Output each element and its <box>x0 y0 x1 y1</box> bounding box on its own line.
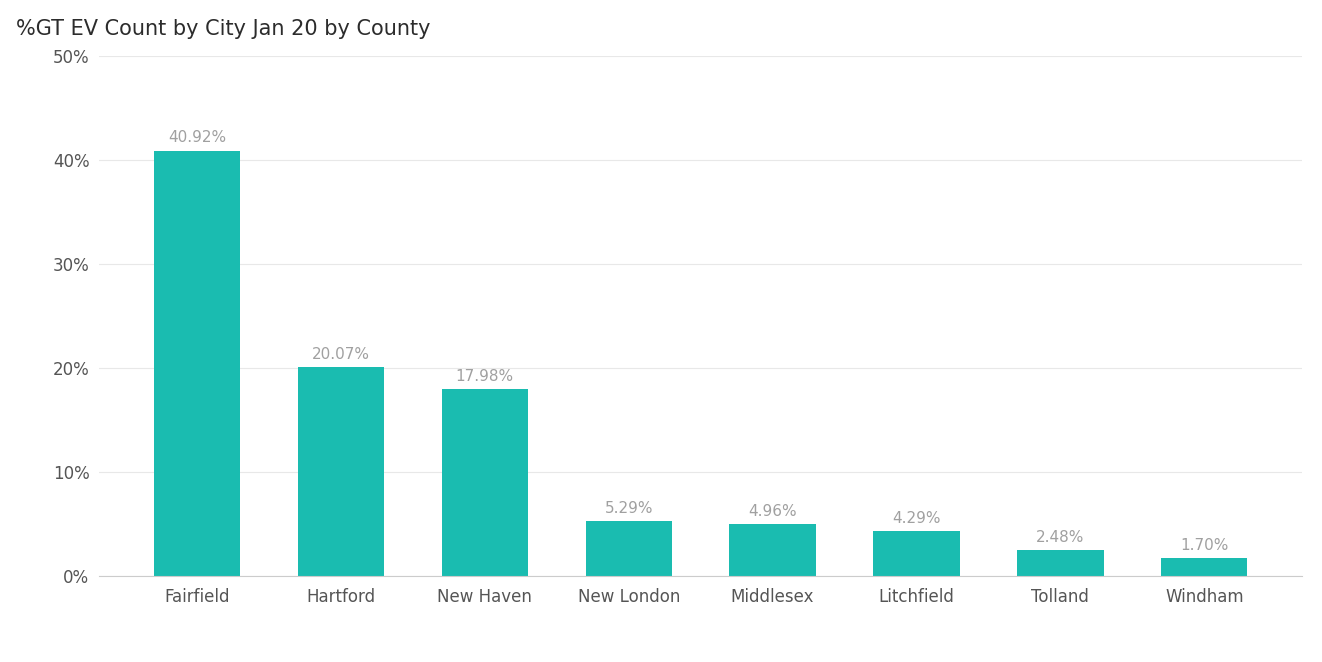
Text: 4.29%: 4.29% <box>892 511 941 526</box>
Bar <box>1017 550 1104 576</box>
Text: 2.48%: 2.48% <box>1036 530 1084 545</box>
Bar <box>153 151 241 576</box>
Text: 40.92%: 40.92% <box>168 130 226 146</box>
Bar <box>586 521 672 576</box>
Text: 20.07%: 20.07% <box>312 347 370 362</box>
Text: 5.29%: 5.29% <box>604 500 653 516</box>
Text: 4.96%: 4.96% <box>748 504 797 519</box>
Bar <box>442 389 527 576</box>
Bar <box>730 524 816 576</box>
Bar <box>874 532 960 576</box>
Bar <box>1161 558 1248 576</box>
Text: %GT EV Count by City Jan 20 by County: %GT EV Count by City Jan 20 by County <box>16 19 431 39</box>
Text: 17.98%: 17.98% <box>456 369 514 384</box>
Text: 1.70%: 1.70% <box>1181 538 1228 553</box>
Bar <box>297 367 385 576</box>
